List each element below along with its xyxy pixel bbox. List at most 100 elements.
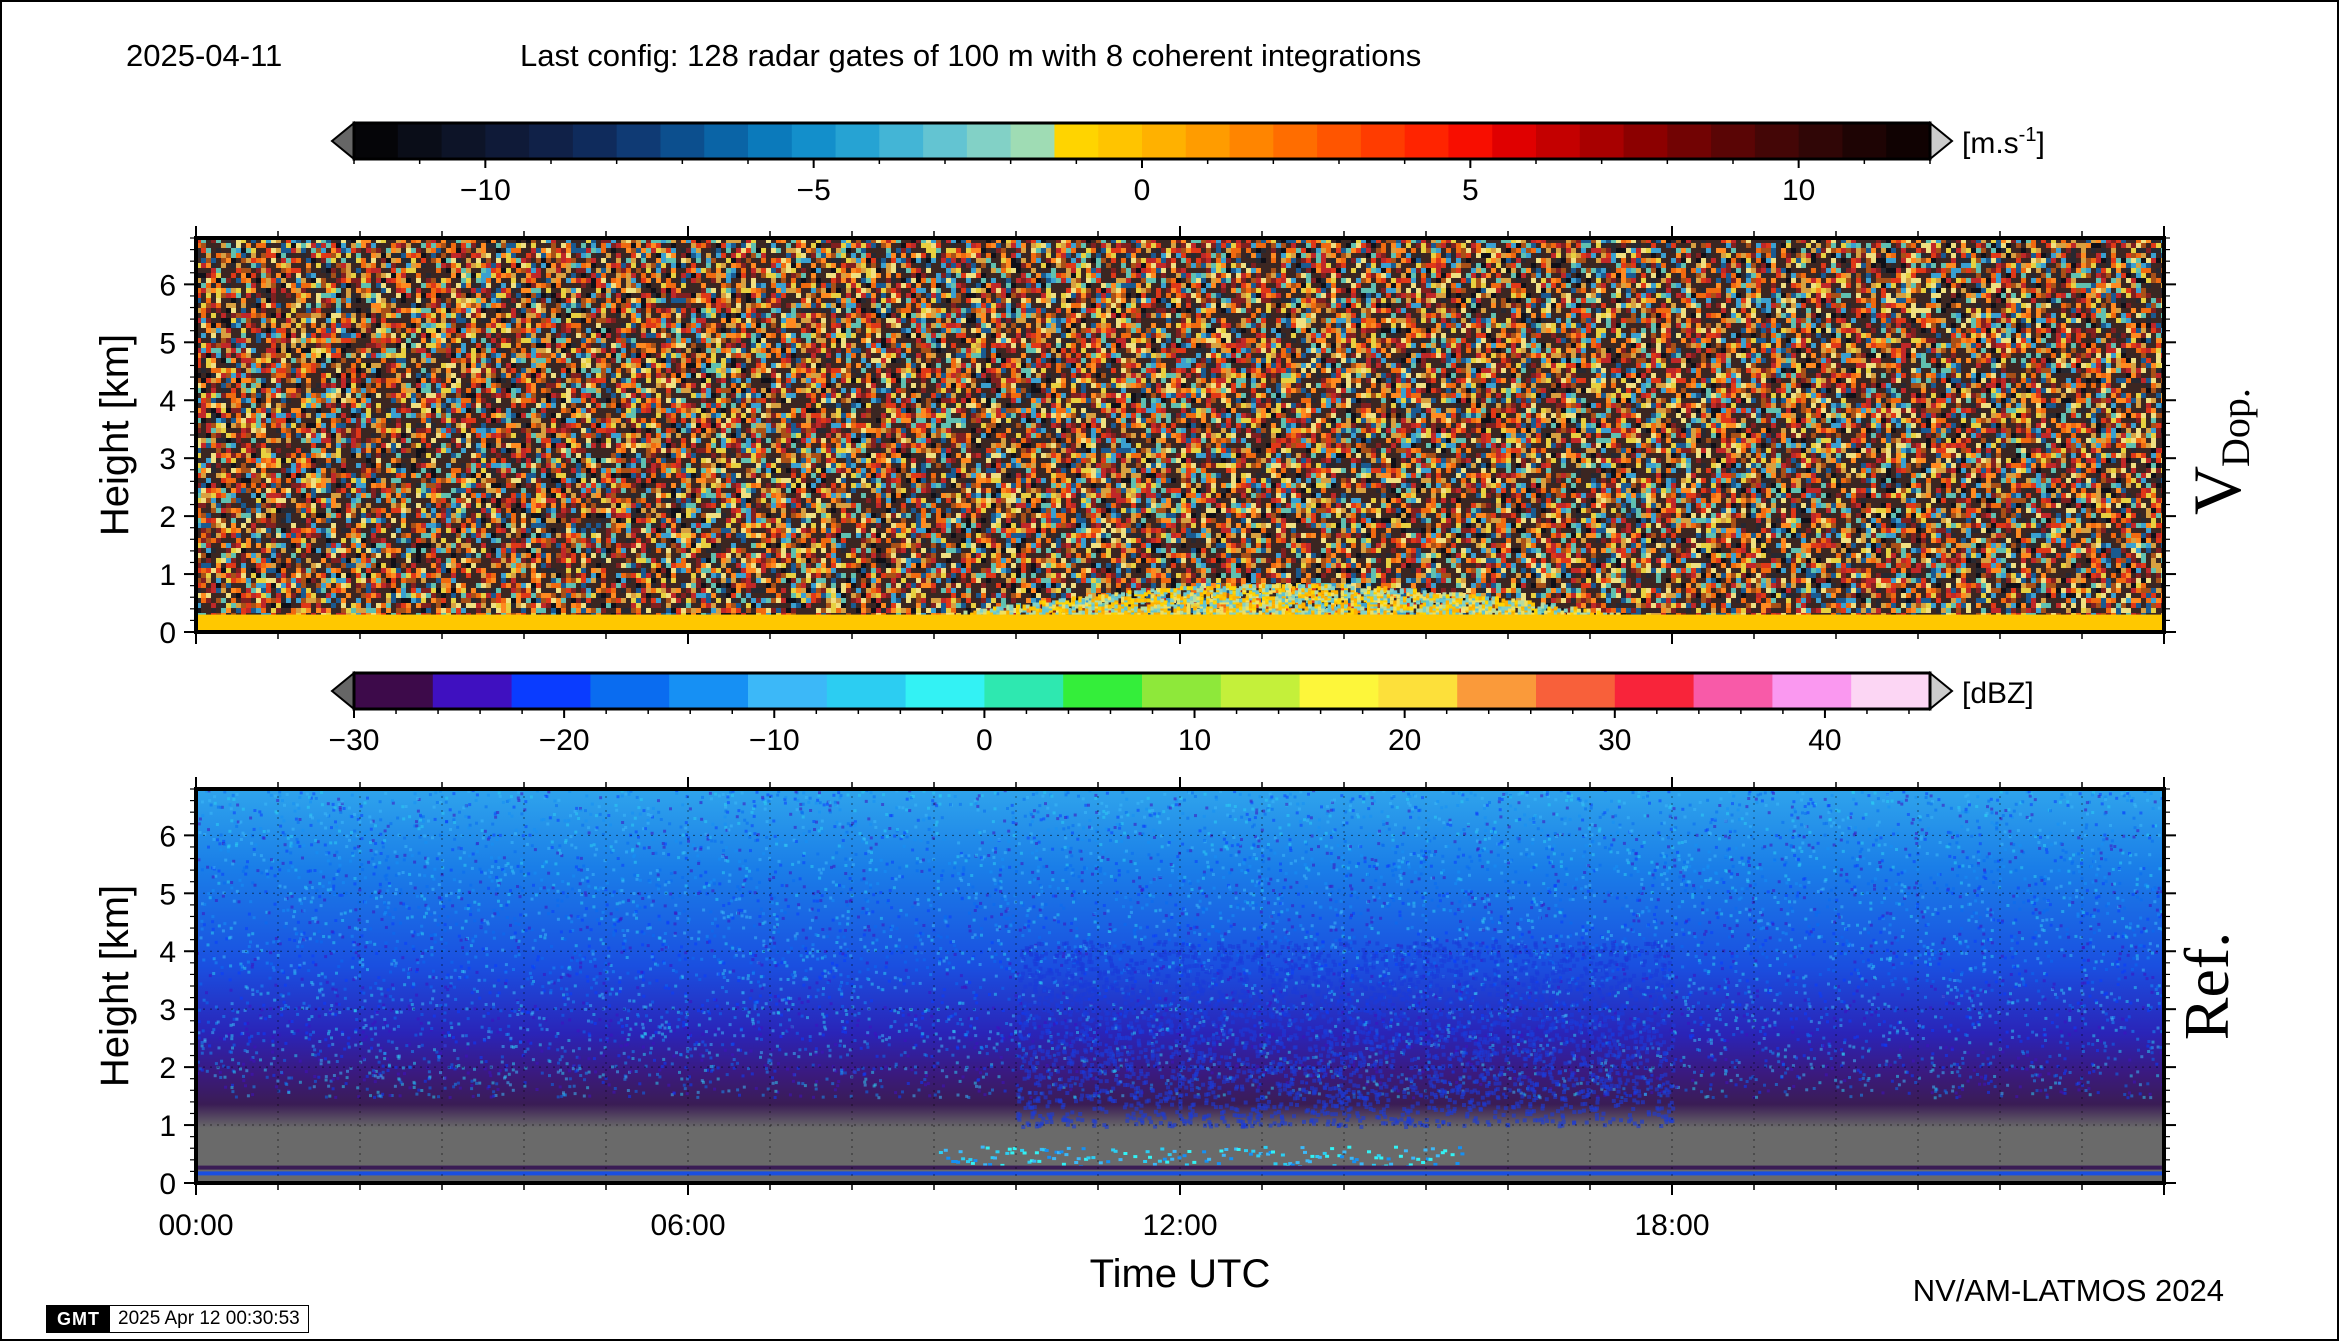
colorbar-tick-label: 10 bbox=[1178, 724, 1211, 757]
y-tick-label: 3 bbox=[159, 994, 176, 1027]
y-tick-label: 0 bbox=[159, 617, 176, 650]
credit-label: NV/AM-LATMOS 2024 bbox=[1913, 1273, 2224, 1308]
y-tick-label: 5 bbox=[159, 327, 176, 360]
colorbar-cell bbox=[669, 673, 748, 709]
config-label: Last config: 128 radar gates of 100 m wi… bbox=[520, 38, 1421, 73]
date-label: 2025-04-11 bbox=[126, 38, 282, 73]
colorbar-cell bbox=[1063, 673, 1142, 709]
colorbar-cell bbox=[1799, 123, 1843, 159]
y-axis-label: Height [km] bbox=[93, 885, 137, 1087]
panel-label-ref: Ref. bbox=[2171, 932, 2242, 1040]
colorbar-tick-label: 40 bbox=[1808, 724, 1841, 757]
colorbar-tick-label: 5 bbox=[1462, 174, 1479, 207]
colorbar-cell bbox=[923, 123, 967, 159]
colorbar-cell bbox=[1448, 123, 1492, 159]
y-axis-label: Height [km] bbox=[93, 334, 137, 536]
velocity-colorbar-unit: [m.s-1] bbox=[1962, 124, 2045, 160]
y-tick-label: 5 bbox=[159, 878, 176, 911]
colorbar-cell bbox=[1580, 123, 1624, 159]
colorbar-over-triangle bbox=[1930, 123, 1952, 159]
colorbar-cell bbox=[1221, 673, 1300, 709]
colorbar-cell bbox=[1851, 673, 1930, 709]
colorbar-cell bbox=[827, 673, 906, 709]
colorbar-cell bbox=[1711, 123, 1755, 159]
colorbar-tick-label: −30 bbox=[329, 724, 380, 757]
colorbar-cell bbox=[1405, 123, 1449, 159]
colorbar-cell bbox=[704, 123, 748, 159]
colorbar-cell bbox=[748, 673, 827, 709]
colorbar-cell bbox=[1536, 123, 1580, 159]
colorbar-cell bbox=[1011, 123, 1055, 159]
panel-label-sub: Dop. bbox=[2213, 388, 2258, 467]
colorbar-cell bbox=[1536, 673, 1615, 709]
y-tick-label: 6 bbox=[159, 820, 176, 853]
x-axis-label: Time UTC bbox=[1090, 1252, 1271, 1296]
colorbar-cell bbox=[433, 673, 512, 709]
y-tick-label: 2 bbox=[159, 501, 176, 534]
colorbar-cell bbox=[1230, 123, 1274, 159]
y-tick-label: 0 bbox=[159, 1168, 176, 1201]
colorbar-cell bbox=[573, 123, 617, 159]
colorbar-tick-label: 10 bbox=[1782, 174, 1815, 207]
colorbar-cell bbox=[617, 123, 661, 159]
reflectivity-colorbar: −30 −20 −10 0 10 20 30 40 [dBZ] bbox=[329, 673, 2034, 757]
colorbar-cell bbox=[1755, 123, 1799, 159]
colorbar-cell bbox=[1142, 673, 1221, 709]
colorbar-under-triangle bbox=[332, 673, 354, 709]
reflectivity-colorbar-unit: [dBZ] bbox=[1962, 677, 2034, 710]
colorbar-tick-label: 20 bbox=[1388, 724, 1421, 757]
colorbar-cell bbox=[906, 673, 985, 709]
x-tick-label: 18:00 bbox=[1634, 1209, 1709, 1242]
colorbar-cell bbox=[1667, 123, 1711, 159]
colorbar-cell bbox=[879, 123, 923, 159]
colorbar-cell bbox=[984, 673, 1063, 709]
colorbar-cell bbox=[1378, 673, 1457, 709]
colorbar-cell bbox=[1615, 673, 1694, 709]
colorbar-tick-label: −5 bbox=[797, 174, 831, 207]
colorbar-cell bbox=[792, 123, 836, 159]
colorbar-tick-label: 0 bbox=[976, 724, 993, 757]
colorbar-cell bbox=[354, 123, 398, 159]
colorbar-cell bbox=[485, 123, 529, 159]
colorbar-cell bbox=[1361, 123, 1405, 159]
colorbar-cell bbox=[836, 123, 880, 159]
x-tick-label: 12:00 bbox=[1142, 1209, 1217, 1242]
colorbar-cell bbox=[1186, 123, 1230, 159]
gmt-timestamp-badge: GMT 2025 Apr 12 00:30:53 bbox=[46, 1305, 309, 1333]
panel-label-v: V bbox=[2179, 466, 2255, 515]
colorbar-cell bbox=[1273, 123, 1317, 159]
colorbar-cell bbox=[1842, 123, 1886, 159]
colorbar-tick-label: 0 bbox=[1134, 174, 1151, 207]
colorbar-over-triangle bbox=[1930, 673, 1952, 709]
panel-label-vdop: V Dop. bbox=[2179, 388, 2258, 515]
y-tick-label: 4 bbox=[159, 936, 176, 969]
colorbar-tick-label: −10 bbox=[749, 724, 800, 757]
colorbar-cell bbox=[442, 123, 486, 159]
colorbar-under-triangle bbox=[332, 123, 354, 159]
colorbar-cell bbox=[1098, 123, 1142, 159]
y-tick-label: 1 bbox=[159, 559, 176, 592]
y-tick-label: 4 bbox=[159, 385, 176, 418]
x-tick-label: 06:00 bbox=[650, 1209, 725, 1242]
colorbar-cell bbox=[1886, 123, 1930, 159]
colorbar-cell bbox=[660, 123, 704, 159]
x-tick-label: 00:00 bbox=[158, 1209, 233, 1242]
colorbar-cell bbox=[1054, 123, 1098, 159]
colorbar-cell bbox=[1694, 673, 1773, 709]
colorbar-cell bbox=[1300, 673, 1379, 709]
colorbar-tick-label: 30 bbox=[1598, 724, 1631, 757]
y-tick-label: 2 bbox=[159, 1052, 176, 1085]
colorbar-cell bbox=[1317, 123, 1361, 159]
colorbar-cell bbox=[590, 673, 669, 709]
colorbar-cell bbox=[1492, 123, 1536, 159]
colorbar-cell bbox=[398, 123, 442, 159]
y-tick-label: 6 bbox=[159, 269, 176, 302]
colorbar-cell bbox=[748, 123, 792, 159]
colorbar-cell bbox=[354, 673, 433, 709]
colorbar-tick-label: −20 bbox=[539, 724, 590, 757]
gmt-logo: GMT bbox=[47, 1306, 110, 1332]
colorbar-cell bbox=[512, 673, 591, 709]
